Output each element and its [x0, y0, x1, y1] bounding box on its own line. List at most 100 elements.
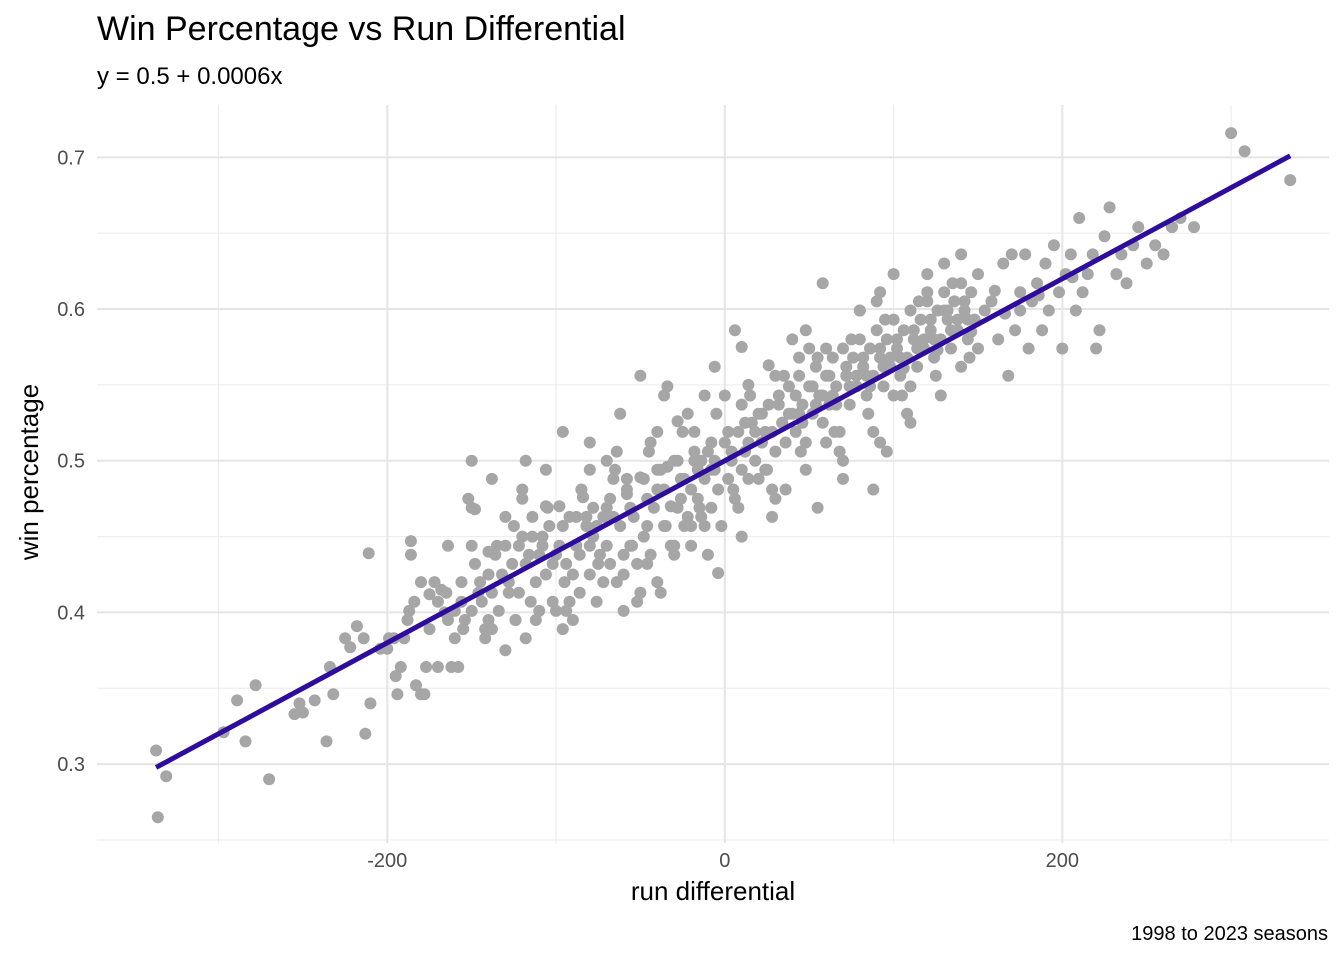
data-point	[710, 407, 723, 420]
y-tick-label: 0.4	[57, 602, 85, 624]
data-point	[965, 286, 978, 299]
data-point	[394, 661, 407, 673]
data-point	[563, 595, 576, 608]
data-point	[945, 324, 957, 337]
data-point	[924, 324, 937, 337]
data-point	[482, 568, 495, 581]
data-point	[593, 548, 606, 561]
data-point	[1005, 248, 1018, 261]
data-point	[928, 333, 941, 346]
data-point	[600, 501, 613, 514]
data-point	[853, 304, 866, 317]
data-point	[566, 614, 579, 626]
regression-line	[154, 153, 1292, 770]
data-point	[403, 604, 416, 617]
data-point	[566, 568, 579, 581]
data-point	[674, 492, 687, 505]
data-point	[539, 500, 552, 513]
data-point	[631, 557, 644, 570]
data-point	[1225, 127, 1238, 140]
data-point	[442, 539, 454, 552]
data-point	[418, 688, 431, 701]
data-point	[874, 286, 887, 299]
data-point	[816, 389, 829, 402]
data-point	[891, 333, 903, 346]
data-point	[701, 548, 714, 561]
data-point	[799, 463, 812, 476]
data-point	[1064, 248, 1077, 261]
data-point	[860, 369, 873, 382]
data-point	[664, 539, 677, 552]
data-point	[556, 520, 569, 532]
data-point	[482, 614, 495, 626]
data-point	[877, 360, 890, 373]
data-point	[701, 445, 714, 458]
data-point	[536, 530, 549, 543]
data-point	[452, 661, 465, 673]
data-point	[1284, 174, 1297, 187]
data-point	[641, 520, 654, 532]
data-point	[580, 520, 593, 532]
data-point	[249, 679, 262, 692]
data-point	[580, 510, 593, 523]
y-tick-label: 0.3	[57, 754, 85, 776]
data-point	[1132, 221, 1145, 234]
data-point	[799, 324, 812, 337]
data-point	[708, 360, 721, 373]
data-point	[560, 604, 573, 617]
data-point	[695, 510, 708, 523]
data-point	[620, 472, 633, 485]
data-point	[685, 520, 698, 532]
data-point	[455, 576, 468, 589]
data-point	[1140, 257, 1153, 270]
data-point	[617, 604, 630, 617]
x-tick-label: -200	[367, 850, 407, 872]
data-point	[850, 369, 863, 382]
data-point	[691, 492, 704, 505]
data-point	[867, 425, 880, 438]
data-point	[739, 416, 752, 429]
data-point	[897, 324, 910, 337]
data-point	[705, 501, 718, 514]
data-point	[543, 520, 556, 532]
data-point	[948, 295, 961, 308]
data-point	[465, 604, 478, 617]
data-point	[573, 586, 586, 599]
data-point	[934, 389, 947, 402]
data-point	[641, 557, 654, 570]
data-point	[772, 389, 785, 402]
data-point	[789, 425, 802, 438]
data-point	[698, 520, 711, 532]
data-point	[634, 369, 647, 382]
data-point	[519, 454, 532, 467]
data-point	[904, 416, 917, 429]
data-point	[816, 416, 829, 429]
x-tick-label: 0	[719, 850, 730, 872]
data-point	[938, 286, 951, 299]
data-point	[951, 313, 964, 326]
data-point	[1039, 257, 1052, 270]
data-point	[1110, 268, 1123, 281]
data-point	[626, 539, 638, 552]
data-point	[728, 492, 741, 505]
data-point	[671, 415, 684, 428]
data-point	[806, 380, 819, 393]
data-point	[1076, 286, 1089, 299]
data-point	[239, 735, 252, 748]
data-point	[644, 548, 657, 561]
data-point	[410, 679, 422, 692]
data-point	[779, 436, 792, 449]
data-point	[359, 727, 372, 740]
tick-labels: -200 0 200 0.3 0.4 0.5 0.6 0.7	[57, 147, 1079, 872]
data-point	[420, 661, 433, 673]
data-point	[880, 333, 893, 346]
data-point	[512, 586, 525, 599]
data-point	[431, 595, 444, 608]
data-point	[491, 539, 503, 552]
data-point	[389, 670, 402, 683]
data-point	[864, 342, 876, 355]
data-point	[577, 491, 589, 504]
data-point	[1014, 304, 1027, 317]
data-point	[607, 472, 620, 485]
data-point	[1238, 145, 1251, 158]
